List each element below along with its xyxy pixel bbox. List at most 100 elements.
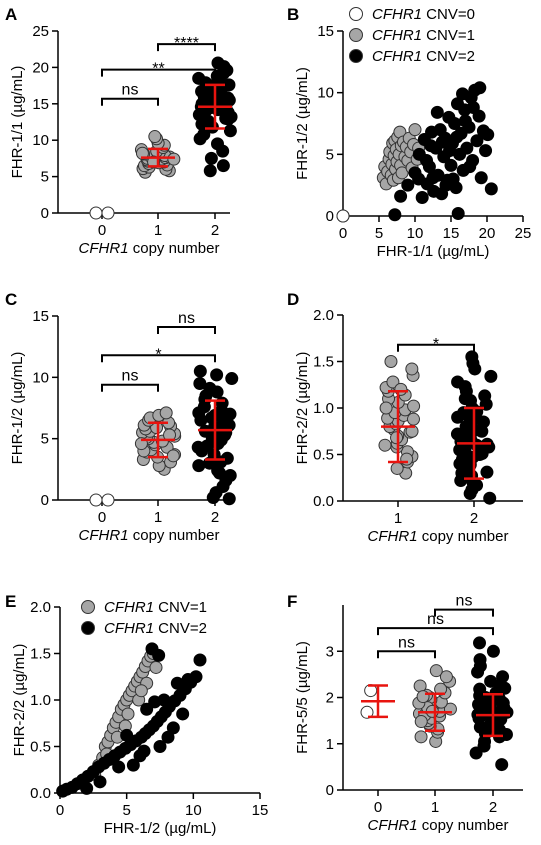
- data-point: [223, 124, 237, 138]
- legend-marker: [349, 49, 363, 63]
- data-point: [474, 171, 488, 185]
- y-tick-label: 2: [326, 690, 334, 707]
- legend-entry-plain: CNV=1: [154, 599, 207, 616]
- data-point: [140, 702, 154, 716]
- data-point: [451, 410, 465, 424]
- data-point: [435, 135, 449, 149]
- data-point: [484, 369, 498, 383]
- x-tick-label: 10: [407, 225, 424, 242]
- data-point: [456, 87, 470, 101]
- y-tick-label: 10: [32, 369, 49, 386]
- y-tick-label: 2.0: [30, 599, 51, 616]
- x-tick-label: 1: [154, 222, 162, 239]
- data-point: [390, 431, 404, 445]
- data-point: [203, 164, 217, 178]
- data-point: [166, 449, 180, 463]
- y-tick-label: 0.0: [313, 493, 334, 510]
- y-tick-label: 1.0: [30, 692, 51, 709]
- data-point: [458, 392, 472, 406]
- data-point: [450, 427, 464, 441]
- data-point: [219, 107, 233, 121]
- significance-bracket: [101, 354, 216, 363]
- data-point: [414, 730, 428, 744]
- significance-bracket: [377, 627, 494, 636]
- y-tick-label: 0: [326, 208, 334, 225]
- data-point: [472, 697, 486, 711]
- data-point: [121, 707, 135, 721]
- data-point: [426, 171, 440, 185]
- data-point: [458, 114, 472, 128]
- legend-entry: CFHR1 CNV=0: [372, 6, 475, 23]
- data-point: [379, 401, 393, 415]
- y-axis-label: FHR-2/2 (µg/mL): [11, 644, 28, 757]
- y-tick-label: 0.5: [30, 739, 51, 756]
- significance-label: ns: [398, 634, 415, 651]
- data-point: [463, 160, 477, 174]
- x-axis-label: FHR-1/1 (µg/mL): [377, 243, 490, 260]
- y-tick-label: 0: [41, 205, 49, 222]
- data-point: [455, 466, 469, 480]
- y-tick-label: 20: [32, 59, 49, 76]
- x-axis-label: CFHR1 copy number: [79, 240, 220, 257]
- significance-bracket: [397, 343, 475, 352]
- significance-bracket: [157, 326, 216, 335]
- data-point: [483, 491, 497, 505]
- data-point: [466, 100, 480, 114]
- y-tick-label: 10: [317, 85, 334, 102]
- legend-entry-italic: CFHR1: [372, 48, 422, 65]
- panel-e: E 0.0 0.5 1.0 1.5 2.0 FHR-2/2 (µg/mL) 0 5 10 15 FHR…: [5, 592, 268, 837]
- data-point: [400, 452, 414, 466]
- y-tick-label: 15: [317, 23, 334, 40]
- x-tick-label: 5: [122, 802, 130, 819]
- y-tick-label: 0.0: [30, 785, 51, 802]
- data-point: [412, 172, 426, 186]
- panel-letter: B: [287, 5, 299, 24]
- x-tick-label: 2: [211, 509, 219, 526]
- significance-bracket: [101, 383, 159, 392]
- x-axis-label-plain: copy number: [418, 817, 509, 834]
- legend-entry: CFHR1 CNV=1: [372, 27, 475, 44]
- significance-label: *: [433, 336, 439, 353]
- data-point: [444, 158, 458, 172]
- data-point: [167, 152, 181, 166]
- data-point: [126, 758, 140, 772]
- data-point: [192, 459, 206, 473]
- data-point: [481, 128, 495, 142]
- data-point: [484, 674, 498, 688]
- data-point: [148, 130, 162, 144]
- y-tick-label: 0.5: [313, 447, 334, 464]
- data-point: [147, 155, 161, 169]
- data-point: [211, 56, 225, 70]
- x-tick-label: 25: [515, 225, 532, 242]
- x-axis-label-italic: CFHR1: [79, 240, 129, 257]
- y-axis-label: FHR-1/2 (µg/mL): [9, 352, 26, 465]
- x-axis-label-plain: copy number: [418, 528, 509, 545]
- data-point: [145, 642, 159, 656]
- legend-entry: CFHR1 CNV=2: [372, 48, 475, 65]
- data-point: [406, 412, 420, 426]
- data-point: [495, 758, 509, 772]
- y-tick-label: 1.5: [30, 646, 51, 663]
- legend-entry-plain: CNV=1: [422, 27, 475, 44]
- data-point: [451, 207, 465, 221]
- data-point: [200, 439, 214, 453]
- x-axis-label-plain: copy number: [129, 240, 220, 257]
- data-point: [394, 382, 408, 396]
- y-tick-label: 5: [326, 146, 334, 163]
- significance-label: ****: [174, 35, 199, 52]
- y-tick-label: 1: [326, 736, 334, 753]
- data-point: [101, 493, 115, 507]
- data-point: [360, 705, 374, 719]
- significance-label: ns: [122, 368, 139, 385]
- legend-entry-italic: CFHR1: [104, 620, 154, 637]
- data-point: [193, 364, 207, 378]
- legend-marker: [81, 621, 95, 635]
- data-point: [137, 744, 151, 758]
- data-point: [216, 159, 230, 173]
- data-point: [161, 730, 175, 744]
- data-point: [210, 368, 224, 382]
- x-axis-label-plain: copy number: [129, 527, 220, 544]
- data-point: [478, 389, 492, 403]
